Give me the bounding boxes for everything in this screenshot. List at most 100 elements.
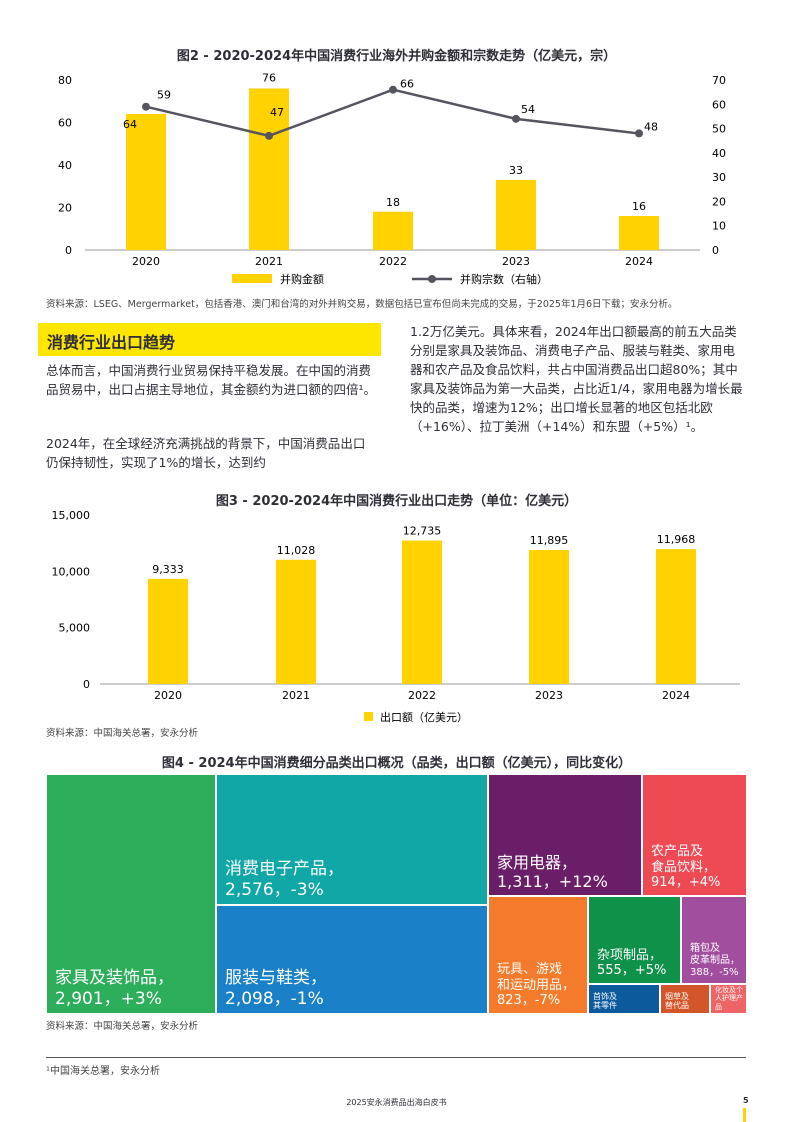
bar-label: 12,735 xyxy=(403,525,442,538)
treemap-cell-label: 杂项制品， 555，+5% xyxy=(597,947,667,979)
x-tick: 2022 xyxy=(379,255,407,268)
y-left-tick: 60 xyxy=(58,117,72,130)
y-right-tick: 0 xyxy=(712,244,719,257)
section-heading: 消费行业出口趋势 xyxy=(38,323,381,356)
y-right-tick: 70 xyxy=(712,74,726,87)
chart-3-title: 图3 - 2020-2024年中国消费行业出口走势（单位：亿美元） xyxy=(215,494,578,509)
bar-label: 18 xyxy=(386,196,400,209)
chart-3: 0 5,000 10,000 15,000 9,333 11,028 12,735 11,89… xyxy=(52,509,740,724)
footnote-divider xyxy=(46,1057,746,1058)
bar xyxy=(619,216,659,250)
bar xyxy=(656,549,696,684)
bar-label: 16 xyxy=(632,200,646,213)
chart-3-source: 资料来源：中国海关总署，安永分析 xyxy=(46,728,199,739)
treemap-cell: 杂项制品， 555，+5% xyxy=(589,897,680,983)
y-right-tick: 20 xyxy=(712,195,726,208)
line-point xyxy=(265,131,273,140)
chart-4-title: 图4 - 2024年中国消费细分品类出口概况（品类，出口额（亿美元），同比变化） xyxy=(161,756,632,771)
line-label: 54 xyxy=(521,103,535,116)
bar-label: 64 xyxy=(123,118,137,131)
y-tick: 15,000 xyxy=(52,509,91,522)
legend-label: 出口额（亿美元） xyxy=(380,710,468,724)
paragraph-left-2: 2024年，在全球经济充满挑战的背景下，中国消费品出口仍保持韧性，实现了1%的增… xyxy=(46,436,366,470)
section-heading-text: 消费行业出口趋势 xyxy=(47,333,176,352)
treemap-cell: 玩具、游戏 和运动用品， 823，-7% xyxy=(489,897,587,1013)
footer-title: 2025安永消费品出海白皮书 xyxy=(346,1098,447,1107)
treemap-cell: 烟草及 替代品 xyxy=(661,985,709,1013)
treemap-cell: 箱包及 皮革制品， 388，-5% xyxy=(682,897,746,983)
line-point xyxy=(512,114,520,123)
x-tick: 2021 xyxy=(255,255,283,268)
bar xyxy=(148,578,188,684)
y-tick: 5,000 xyxy=(59,622,91,635)
legend-line-marker xyxy=(428,275,436,283)
bar xyxy=(276,559,316,684)
treemap-cell: 家具及装饰品， 2,901，+3% xyxy=(47,775,215,1013)
y-right-tick: 30 xyxy=(712,171,726,184)
legend-bar-label: 并购金额 xyxy=(280,272,324,286)
x-tick: 2022 xyxy=(408,689,436,702)
treemap-cell: 农产品及 食品饮料， 914，+4% xyxy=(643,775,746,895)
y-right-tick: 40 xyxy=(712,147,726,160)
treemap-cell: 家用电器， 1,311，+12% xyxy=(489,775,641,895)
bar xyxy=(126,114,166,250)
paragraph-right: 1.2万亿美元。具体来看，2024年出口额最高的前五大品类分别是家具及装饰品、消… xyxy=(410,324,743,434)
bar xyxy=(529,549,569,684)
line-label: 59 xyxy=(157,89,171,102)
chart-4-source: 资料来源：中国海关总署，安永分析 xyxy=(46,1021,199,1032)
x-tick: 2024 xyxy=(662,689,690,702)
bar-label: 11,895 xyxy=(530,534,569,547)
y-right-tick: 10 xyxy=(712,220,726,233)
page-marker xyxy=(743,1108,746,1122)
y-left-tick: 0 xyxy=(65,244,72,257)
treemap-cell: 服装与鞋类， 2,098，-1% xyxy=(217,906,487,1013)
y-tick: 10,000 xyxy=(52,565,91,578)
line-series xyxy=(145,88,640,138)
treemap-cell-label: 农产品及 食品饮料， 914，+4% xyxy=(651,844,721,891)
x-tick: 2024 xyxy=(625,255,653,268)
bar-label: 33 xyxy=(509,164,523,177)
bar xyxy=(249,88,289,250)
treemap-cell: 消费电子产品， 2,576，-3% xyxy=(217,775,487,904)
line-point xyxy=(142,102,150,111)
y-left-tick: 80 xyxy=(58,74,72,87)
bar xyxy=(373,211,413,250)
chart-2: 0 20 40 60 80 0 10 20 30 40 50 60 70 2020 2021 2022 2023… xyxy=(58,72,726,287)
x-tick: 2023 xyxy=(535,689,563,702)
treemap-cell: 化妆及个 人护理产 品 xyxy=(711,985,746,1013)
bar-label: 9,333 xyxy=(152,563,184,576)
line-point xyxy=(389,85,397,94)
treemap-cell-label: 化妆及个 人护理产 品 xyxy=(715,985,743,1011)
treemap-cell: 首饰及 其零件 xyxy=(589,985,659,1013)
treemap-cell-label: 服装与鞋类， 2,098，-1% xyxy=(225,968,327,1009)
paragraph-left-1: 总体而言，中国消费行业贸易保持平稳发展。在中国的消费品贸易中，出口占据主导地位，… xyxy=(46,363,377,397)
x-tick: 2020 xyxy=(154,689,182,702)
y-left-tick: 40 xyxy=(58,159,72,172)
bar xyxy=(496,179,536,250)
y-tick: 0 xyxy=(83,678,90,691)
y-right-tick: 50 xyxy=(712,123,726,136)
bar-label: 11,028 xyxy=(277,544,316,557)
legend-line-label: 并购宗数（右轴） xyxy=(460,272,548,286)
chart-2-title: 图2 - 2020-2024年中国消费行业海外并购金额和宗数走势（亿美元，宗） xyxy=(176,49,617,64)
footnote: ¹中国海关总署，安永分析 xyxy=(46,1066,161,1077)
x-tick: 2023 xyxy=(502,255,530,268)
treemap-cell-label: 首饰及 其零件 xyxy=(593,991,617,1011)
treemap-cell-label: 箱包及 皮革制品， 388，-5% xyxy=(690,943,740,978)
treemap-cell-label: 消费电子产品， 2,576，-3% xyxy=(225,859,344,900)
x-tick: 2021 xyxy=(282,689,310,702)
legend-bar-swatch xyxy=(232,274,272,283)
line-label: 47 xyxy=(270,106,284,119)
page-number: 5 xyxy=(743,1096,749,1105)
x-tick: 2020 xyxy=(132,255,160,268)
bar-label: 11,968 xyxy=(657,533,696,546)
treemap-cell-label: 家用电器， 1,311，+12% xyxy=(497,852,608,891)
bar xyxy=(402,540,442,684)
treemap-cell-label: 家具及装饰品， 2,901，+3% xyxy=(55,968,174,1009)
line-point xyxy=(635,129,643,138)
legend-swatch xyxy=(364,712,373,721)
y-left-tick: 20 xyxy=(58,202,72,215)
treemap-cell-label: 烟草及 替代品 xyxy=(665,991,689,1011)
line-label: 66 xyxy=(400,78,414,91)
